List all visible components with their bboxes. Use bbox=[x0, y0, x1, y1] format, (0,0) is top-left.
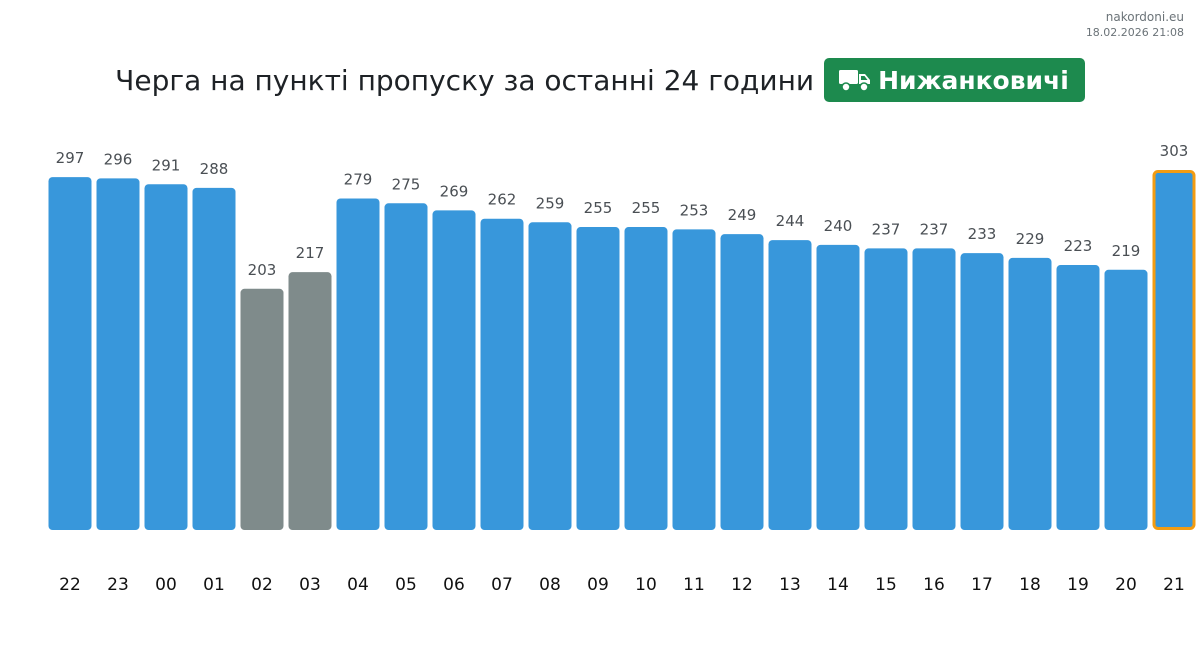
checkpoint-name: Нижанковичі bbox=[878, 65, 1069, 95]
x-tick-label: 19 bbox=[1067, 575, 1089, 595]
bar-value-label: 244 bbox=[776, 212, 805, 230]
x-tick-label: 07 bbox=[491, 575, 513, 595]
x-tick-label: 04 bbox=[347, 575, 369, 595]
bar-value-label: 253 bbox=[680, 201, 709, 219]
bar-20 bbox=[1104, 269, 1148, 530]
bar-value-label: 223 bbox=[1064, 237, 1093, 255]
x-tick-label: 15 bbox=[875, 575, 897, 595]
bar-value-label: 269 bbox=[440, 182, 469, 200]
x-tick-label: 01 bbox=[203, 575, 225, 595]
source-info: nakordoni.eu 18.02.2026 21:08 bbox=[1086, 9, 1184, 40]
bar-08 bbox=[528, 222, 572, 530]
bar-value-label: 262 bbox=[488, 191, 517, 209]
x-tick-label: 20 bbox=[1115, 575, 1137, 595]
x-tick-label: 03 bbox=[299, 575, 321, 595]
bar-07 bbox=[480, 218, 524, 530]
bar-value-label: 237 bbox=[920, 220, 949, 238]
bar-14 bbox=[816, 244, 860, 530]
x-tick-label: 12 bbox=[731, 575, 753, 595]
bar-value-label: 237 bbox=[872, 220, 901, 238]
x-tick-label: 13 bbox=[779, 575, 801, 595]
x-tick-label: 09 bbox=[587, 575, 609, 595]
bar-value-label: 255 bbox=[632, 199, 661, 217]
chart-title: Черга на пункті пропуску за останні 24 г… bbox=[115, 63, 815, 97]
x-tick-label: 17 bbox=[971, 575, 993, 595]
bar-13 bbox=[768, 240, 812, 531]
bar-04 bbox=[336, 198, 380, 531]
source-site: nakordoni.eu bbox=[1105, 10, 1184, 24]
bar-value-label: 288 bbox=[200, 160, 229, 178]
bar-00 bbox=[144, 184, 188, 530]
x-tick-label: 22 bbox=[59, 575, 81, 595]
x-tick-label: 06 bbox=[443, 575, 465, 595]
x-tick-label: 11 bbox=[683, 575, 705, 595]
x-tick-label: 00 bbox=[155, 575, 177, 595]
x-tick-label: 02 bbox=[251, 575, 273, 595]
bar-22 bbox=[48, 177, 92, 530]
bar-21 bbox=[1152, 170, 1196, 530]
x-tick-label: 14 bbox=[827, 575, 849, 595]
bar-17 bbox=[960, 253, 1004, 530]
bar-12 bbox=[720, 234, 764, 530]
bar-value-label: 291 bbox=[152, 156, 181, 174]
x-tick-label: 16 bbox=[923, 575, 945, 595]
bar-value-label: 279 bbox=[344, 171, 373, 189]
checkpoint-badge: Нижанковичі bbox=[824, 58, 1085, 102]
chart-header: Черга на пункті пропуску за останні 24 г… bbox=[0, 58, 1200, 102]
bar-value-label: 275 bbox=[392, 175, 421, 193]
x-tick-label: 23 bbox=[107, 575, 129, 595]
bar-19 bbox=[1056, 265, 1100, 530]
bar-02 bbox=[240, 288, 284, 530]
x-tick-label: 08 bbox=[539, 575, 561, 595]
bar-23 bbox=[96, 178, 140, 530]
bar-value-label: 296 bbox=[104, 150, 133, 168]
bar-value-label: 229 bbox=[1016, 230, 1045, 248]
bar-value-label: 219 bbox=[1112, 242, 1141, 260]
bar-value-label: 255 bbox=[584, 199, 613, 217]
bar-value-label: 233 bbox=[968, 225, 997, 243]
bar-06 bbox=[432, 210, 476, 530]
bar-value-label: 297 bbox=[56, 149, 85, 167]
bar-value-label: 217 bbox=[296, 244, 325, 262]
bar-value-label: 249 bbox=[728, 206, 757, 224]
x-tick-label: 10 bbox=[635, 575, 657, 595]
bar-15 bbox=[864, 248, 908, 531]
x-tick-label: 21 bbox=[1163, 575, 1185, 595]
bar-value-label: 259 bbox=[536, 194, 565, 212]
bar-01 bbox=[192, 187, 236, 530]
x-tick-label: 05 bbox=[395, 575, 417, 595]
bar-value-label: 303 bbox=[1160, 142, 1189, 160]
bar-value-label: 203 bbox=[248, 261, 277, 279]
bar-18 bbox=[1008, 257, 1052, 530]
bar-05 bbox=[384, 203, 428, 530]
bar-09 bbox=[576, 227, 620, 530]
bar-03 bbox=[288, 272, 332, 530]
x-tick-label: 18 bbox=[1019, 575, 1041, 595]
bar-11 bbox=[672, 229, 716, 530]
bar-value-label: 240 bbox=[824, 217, 853, 235]
bar-16 bbox=[912, 248, 956, 531]
truck-icon bbox=[838, 68, 872, 92]
bar-10 bbox=[624, 227, 668, 530]
source-timestamp: 18.02.2026 21:08 bbox=[1085, 26, 1184, 39]
